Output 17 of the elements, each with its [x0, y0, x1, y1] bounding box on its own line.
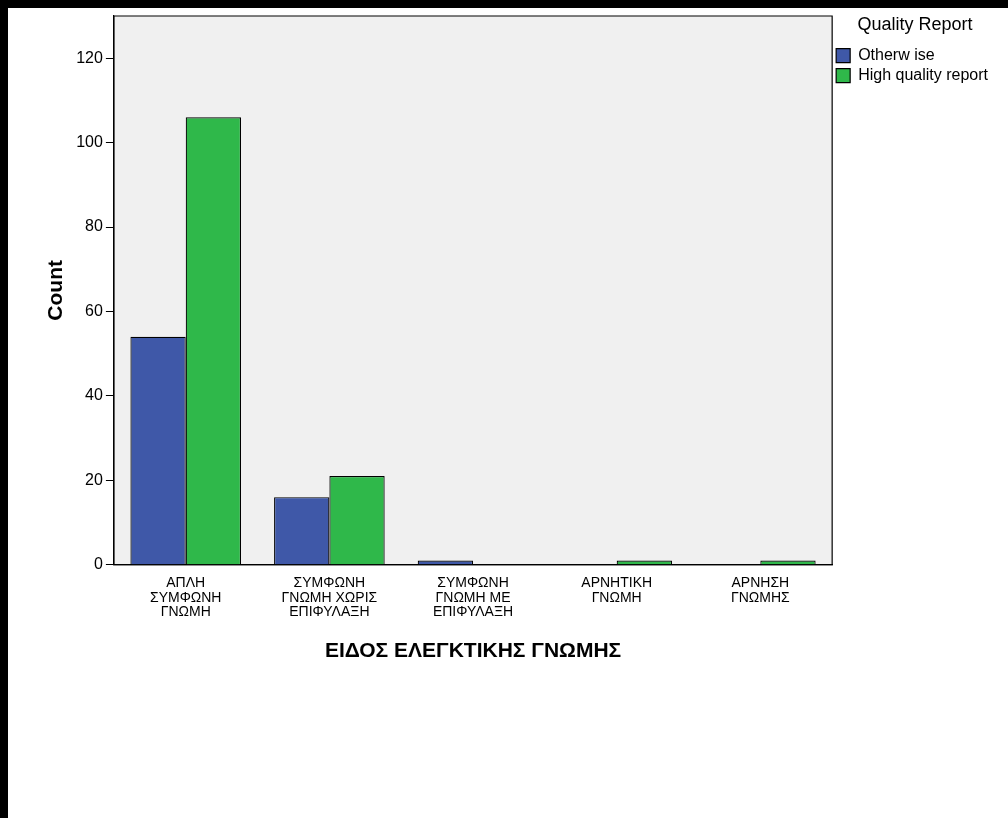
x-tick-label: ΑΡΝΗΣΗ ΓΝΩΜΗΣ	[730, 573, 791, 605]
x-axis-title: ΕΙΔΟΣ ΕΛΕΓΚΤΙΚΗΣ ΓΝΩΜΗΣ	[324, 638, 622, 662]
y-tick-label: 100	[76, 133, 103, 151]
y-tick-label: 40	[85, 386, 103, 404]
y-tick-label: 120	[76, 48, 103, 66]
legend-title: Quality Report	[857, 13, 973, 34]
y-tick-label: 60	[85, 301, 103, 319]
x-tick-label: ΑΡΝΗΤΙΚΗ ΓΝΩΜΗ	[581, 573, 653, 605]
y-tick-label: 20	[85, 470, 103, 488]
x-tick-label: ΣΥΜΦΩΝΗ ΓΝΩΜΗ ΧΩΡΙΣ ΕΠΙΦΥΛΑΞΗ	[281, 573, 378, 620]
legend-label: High quality report	[858, 66, 989, 84]
x-tick-label: ΑΠΛΗ ΣΥΜΦΩΝΗ ΓΝΩΜΗ	[149, 573, 222, 620]
x-tick-label: ΣΥΜΦΩΝΗ ΓΝΩΜΗ ΜΕ ΕΠΙΦΥΛΑΞΗ	[432, 573, 514, 620]
y-axis-title: Count	[43, 260, 67, 321]
y-tick-label: 80	[85, 217, 103, 235]
y-tick-label: 0	[93, 555, 103, 573]
legend-label: Otherw ise	[858, 46, 935, 64]
